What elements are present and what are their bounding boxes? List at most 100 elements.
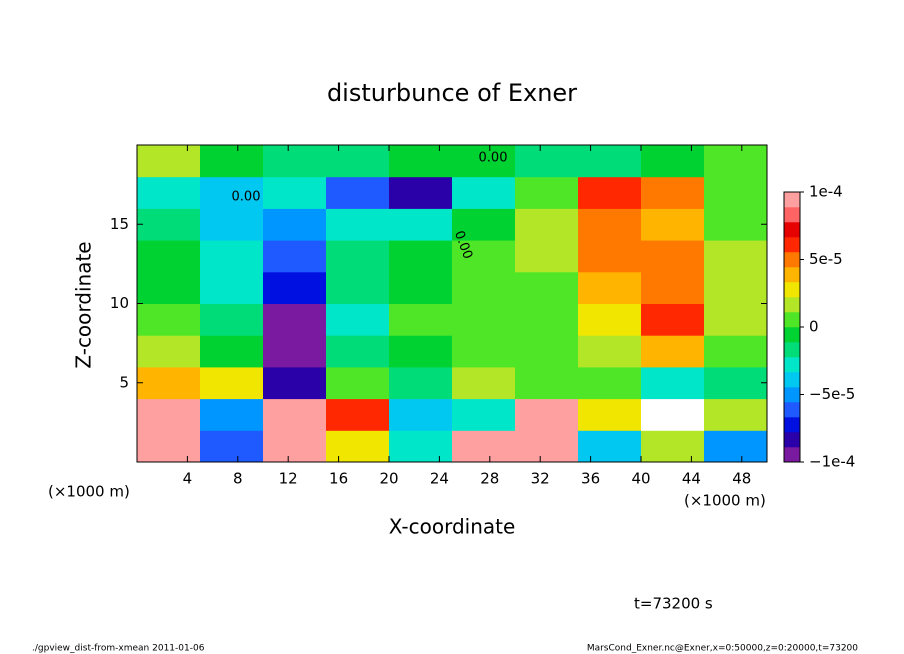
heatmap-cell bbox=[137, 335, 201, 368]
heatmap-cell bbox=[263, 271, 327, 304]
heatmap-cell bbox=[389, 335, 453, 368]
heatmap-cell bbox=[326, 145, 390, 178]
x-tick-label: 8 bbox=[233, 470, 243, 488]
x-tick-label: 12 bbox=[279, 470, 298, 488]
heatmap-cell bbox=[200, 271, 264, 304]
x-tick-label: 36 bbox=[581, 470, 600, 488]
x-tick-label: 20 bbox=[379, 470, 398, 488]
colorbar-swatch bbox=[784, 282, 800, 298]
heatmap-cell bbox=[704, 430, 768, 463]
heatmap-cell bbox=[389, 271, 453, 304]
heatmap-cell bbox=[389, 366, 453, 400]
x-tick-label: 48 bbox=[732, 470, 751, 488]
heatmap-cell bbox=[515, 430, 579, 463]
colorbar-tick-label: −5e-5 bbox=[809, 385, 855, 403]
heatmap-cell bbox=[200, 303, 264, 336]
x-tick-label: 16 bbox=[329, 470, 348, 488]
x-tick-label: 32 bbox=[531, 470, 550, 488]
heatmap-cell bbox=[578, 335, 642, 368]
heatmap-cell bbox=[200, 176, 264, 209]
heatmap-cell bbox=[200, 240, 264, 273]
heatmap-cell bbox=[452, 366, 516, 400]
heatmap-cell bbox=[137, 208, 201, 241]
heatmap-cell bbox=[263, 398, 327, 431]
x-tick-label: 24 bbox=[430, 470, 449, 488]
footer-left: ./gpview_dist-from-xmean 2011-01-06 bbox=[32, 644, 205, 654]
heatmap-cell bbox=[137, 271, 201, 304]
heatmap-cell bbox=[578, 208, 642, 241]
heatmap-cell bbox=[389, 145, 453, 178]
heatmap-cell bbox=[389, 208, 453, 241]
heatmap-cell bbox=[200, 145, 264, 178]
heatmap-cell bbox=[452, 176, 516, 209]
colorbar-swatch bbox=[784, 387, 800, 403]
heatmap-cell bbox=[641, 240, 705, 273]
heatmap-cell bbox=[704, 145, 768, 178]
colorbar-swatch bbox=[784, 357, 800, 373]
colorbar-swatch bbox=[784, 432, 800, 448]
heatmap-cell bbox=[515, 208, 579, 241]
x-unit-label: (×1000 m) bbox=[48, 483, 130, 501]
heatmap-cell bbox=[389, 240, 453, 273]
x-tick-label: 4 bbox=[183, 470, 193, 488]
contour-label: 0.00 bbox=[232, 190, 261, 205]
heatmap-cell bbox=[641, 303, 705, 336]
heatmap-cell bbox=[263, 335, 327, 368]
heatmap-cell bbox=[515, 366, 579, 400]
heatmap-cell bbox=[263, 430, 327, 463]
heatmap-cell bbox=[452, 430, 516, 463]
heatmap-cell bbox=[704, 271, 768, 304]
x-unit-label: (×1000 m) bbox=[684, 492, 766, 510]
heatmap-cell bbox=[704, 335, 768, 368]
colorbar-swatch bbox=[784, 342, 800, 358]
heatmap-cell bbox=[578, 398, 642, 431]
heatmap-cell bbox=[578, 303, 642, 336]
colorbar-swatch bbox=[784, 192, 800, 208]
heatmap-cell bbox=[326, 366, 390, 400]
heatmap-cell bbox=[641, 430, 705, 463]
colorbar-tick-label: −1e-4 bbox=[809, 453, 855, 471]
heatmap-cell bbox=[137, 398, 201, 431]
heatmap-cell bbox=[326, 176, 390, 209]
heatmap-cell bbox=[515, 398, 579, 431]
y-tick-label: 5 bbox=[119, 373, 129, 391]
heatmap-cell bbox=[263, 176, 327, 209]
heatmap-cell bbox=[452, 271, 516, 304]
colorbar-swatch bbox=[784, 417, 800, 433]
colorbar-swatch bbox=[784, 312, 800, 328]
heatmap-cell bbox=[641, 335, 705, 368]
y-axis-label: Z-coordinate bbox=[72, 241, 96, 368]
x-tick-label: 44 bbox=[682, 470, 701, 488]
heatmap-cell bbox=[704, 176, 768, 209]
heatmap-cell bbox=[200, 335, 264, 368]
heatmap-cell bbox=[578, 430, 642, 463]
x-axis-label: X-coordinate bbox=[389, 515, 516, 539]
heatmap-cell bbox=[263, 303, 327, 336]
heatmap-cell bbox=[704, 240, 768, 273]
x-tick-label: 40 bbox=[631, 470, 650, 488]
colorbar-swatch bbox=[784, 207, 800, 223]
heatmap-cell bbox=[515, 145, 579, 178]
colorbar-tick-label: 1e-4 bbox=[809, 183, 843, 201]
heatmap-cell bbox=[515, 271, 579, 304]
heatmap-cell bbox=[137, 176, 201, 209]
colorbar-swatch bbox=[784, 447, 800, 463]
heatmap-cell bbox=[326, 271, 390, 304]
heatmap-cell bbox=[389, 176, 453, 209]
contour-label: 0.00 bbox=[479, 151, 508, 166]
heatmap-cell bbox=[326, 208, 390, 241]
chart-title: disturbunce of Exner bbox=[327, 79, 577, 107]
heatmap-cell bbox=[578, 145, 642, 178]
heatmap-cell bbox=[452, 240, 516, 273]
colorbar-tick-label: 0 bbox=[809, 318, 819, 336]
colorbar-swatch bbox=[784, 252, 800, 268]
heatmap-cell bbox=[515, 303, 579, 336]
colorbar-tick-label: 5e-5 bbox=[809, 250, 843, 268]
heatmap-cell bbox=[641, 366, 705, 400]
heatmap-cell bbox=[515, 176, 579, 209]
heatmap-cell bbox=[515, 335, 579, 368]
colorbar-swatch bbox=[784, 327, 800, 343]
heatmap-cell bbox=[452, 303, 516, 336]
heatmap-cell bbox=[641, 271, 705, 304]
